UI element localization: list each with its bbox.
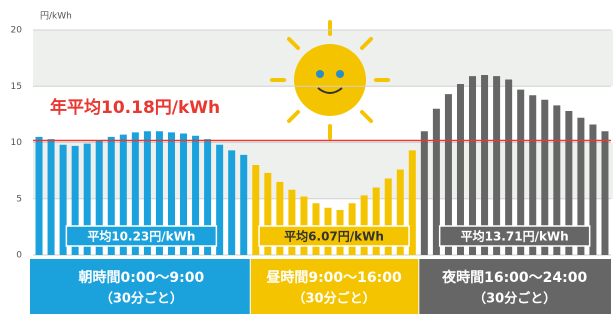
- bar: [36, 137, 43, 255]
- reference-label: 年平均10.18円/kWh: [50, 97, 220, 118]
- bar: [60, 145, 67, 255]
- bar: [433, 109, 440, 255]
- bar: [589, 125, 596, 256]
- bar: [48, 139, 55, 255]
- period-name: 朝時間0:00〜9:00: [79, 269, 205, 286]
- period-name: 昼時間9:00〜16:00: [266, 269, 402, 286]
- y-tick-label: 0: [16, 251, 22, 261]
- y-axis-label: 円/kWh: [40, 11, 72, 22]
- bar: [240, 155, 247, 255]
- bar: [228, 150, 235, 255]
- bar: [421, 131, 428, 255]
- y-tick-label: 20: [11, 26, 23, 36]
- period-name: 夜時間16:00〜24:00: [441, 269, 587, 286]
- average-label: 平均13.71円/kWh: [461, 229, 569, 244]
- y-tick-label: 5: [16, 194, 22, 204]
- bar: [409, 150, 416, 255]
- average-label: 平均10.23円/kWh: [87, 229, 195, 244]
- period-note: （30分ごと）: [473, 291, 556, 307]
- y-tick-label: 15: [11, 82, 22, 92]
- period-note: （30分ごと）: [100, 291, 183, 307]
- bar: [601, 131, 608, 255]
- period-note: （30分ごと）: [292, 291, 375, 307]
- chart: 円/kWh 0 5 10 15 20 平均10.23円/kWh 朝時間0:00〜9:00 （3…: [0, 0, 613, 314]
- bar: [252, 165, 259, 255]
- y-tick-label: 10: [11, 138, 23, 148]
- average-label: 平均6.07円/kWh: [284, 229, 384, 244]
- bar: [216, 145, 223, 255]
